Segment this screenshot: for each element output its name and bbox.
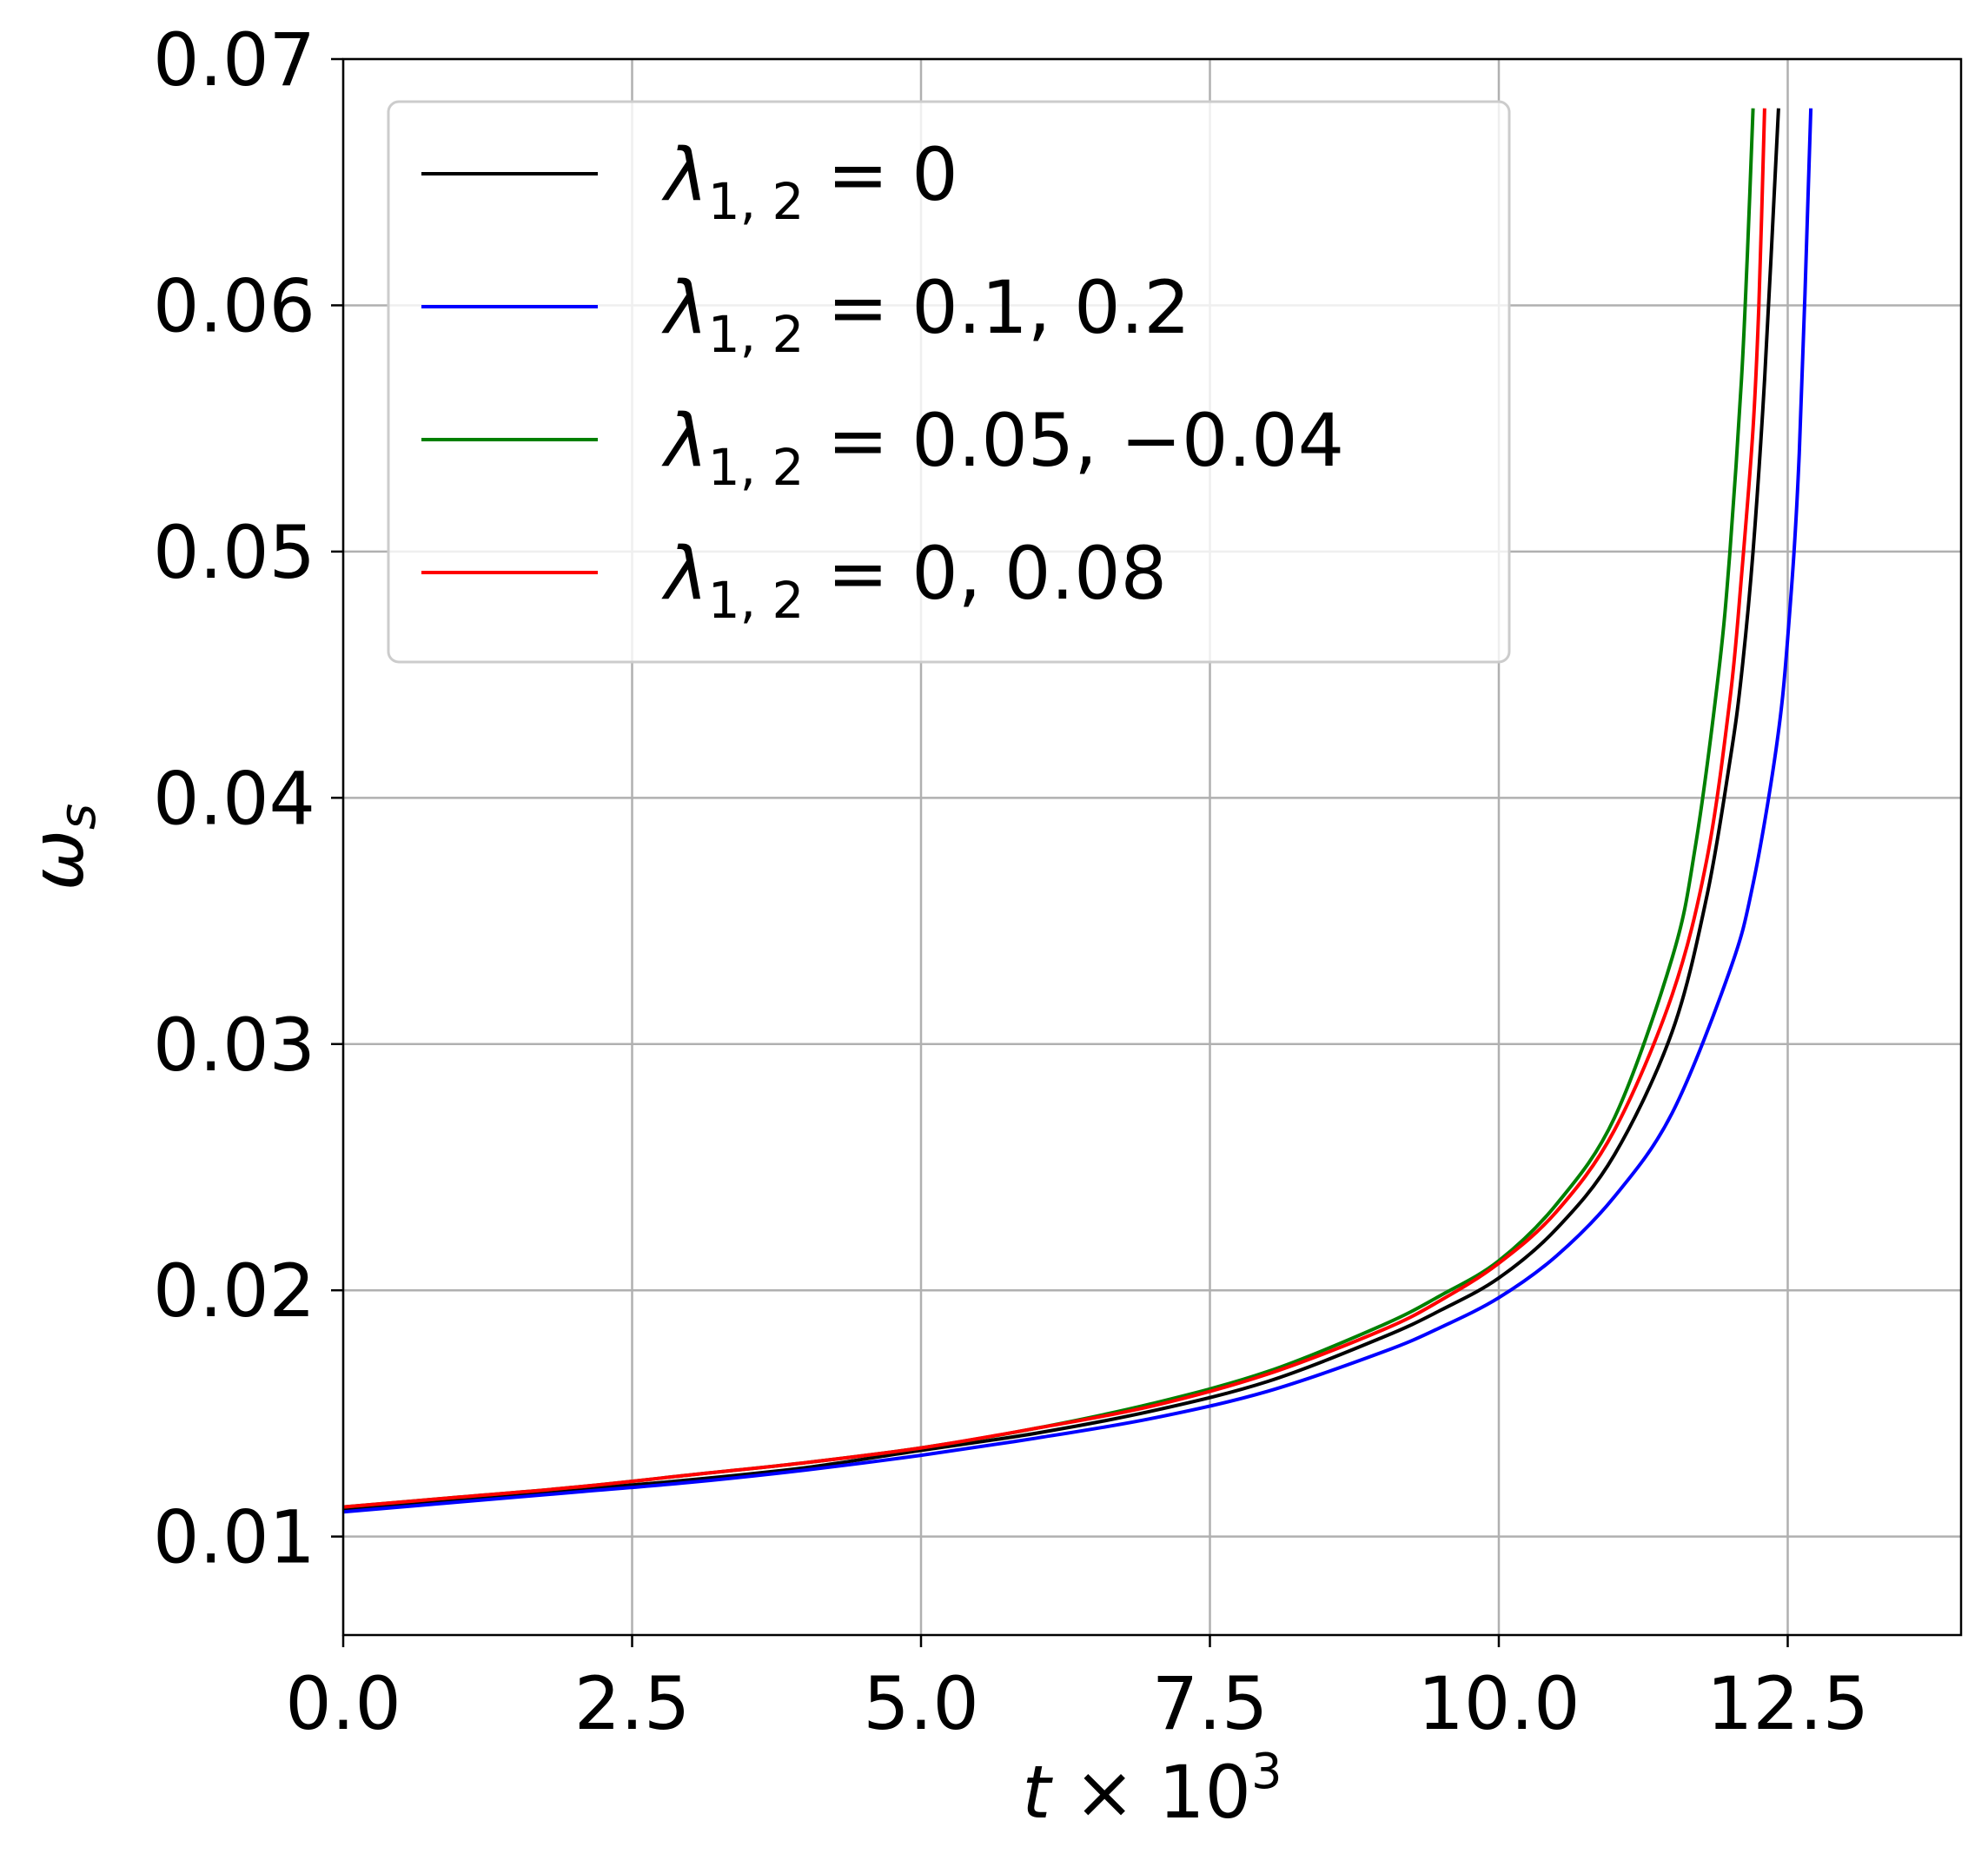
- legend-subscript: 1, 2: [708, 305, 805, 364]
- legend-symbol: λ: [661, 531, 708, 616]
- y-axis-label: ωs: [15, 804, 107, 891]
- legend-value: = 0.1, 0.2: [804, 265, 1189, 350]
- y-tick-label: 0.06: [153, 263, 315, 348]
- axis-ticks: [331, 57, 1789, 1647]
- legend-subscript: 1, 2: [708, 172, 805, 231]
- series-line-4: [342, 108, 1766, 1509]
- legend-subscript: 1, 2: [708, 571, 805, 630]
- legend-value: = 0.05, −0.04: [804, 398, 1344, 483]
- x-tick-labels: 0.0 2.5 5.0 7.5 10.0 12.5: [285, 1661, 1869, 1746]
- x-tick-label: 12.5: [1706, 1661, 1869, 1746]
- series-line-1: [342, 108, 1780, 1512]
- x-tick-label: 5.0: [863, 1661, 979, 1746]
- x-axis-label: t × 103: [1022, 1744, 1282, 1835]
- legend-subscript: 1, 2: [708, 438, 805, 497]
- legend-value: = 0: [804, 132, 958, 217]
- legend-symbol: λ: [661, 398, 708, 483]
- legend: λ1, 2 = 0λ1, 2 = 0.1, 0.2λ1, 2 = 0.05, −…: [387, 100, 1511, 664]
- x-tick-label: 7.5: [1152, 1661, 1269, 1746]
- legend-label-3: λ1, 2 = 0.05, −0.04: [661, 398, 1344, 497]
- legend-items: λ1, 2 = 0λ1, 2 = 0.1, 0.2λ1, 2 = 0.05, −…: [421, 132, 1344, 630]
- y-tick-label: 0.01: [153, 1495, 315, 1580]
- y-tick-labels: 0.01 0.02 0.03 0.04 0.05 0.06 0.07: [153, 17, 315, 1580]
- legend-symbol: λ: [661, 132, 708, 217]
- legend-box: [387, 100, 1511, 664]
- y-tick-label: 0.03: [153, 1003, 315, 1088]
- y-tick-label: 0.04: [153, 756, 315, 841]
- x-tick-label: 0.0: [285, 1661, 401, 1746]
- x-tick-label: 2.5: [574, 1661, 691, 1746]
- legend-symbol: λ: [661, 265, 708, 350]
- series-group: [342, 108, 1813, 1514]
- x-tick-label: 10.0: [1417, 1661, 1580, 1746]
- legend-label-2: λ1, 2 = 0.1, 0.2: [661, 265, 1190, 364]
- plot-frame: [341, 57, 1963, 1637]
- legend-label-1: λ1, 2 = 0: [661, 132, 958, 231]
- y-tick-label: 0.07: [153, 17, 315, 103]
- legend-label-4: λ1, 2 = 0, 0.08: [661, 531, 1167, 630]
- series-line-2: [342, 108, 1813, 1514]
- y-tick-label: 0.02: [153, 1248, 315, 1334]
- y-tick-label: 0.05: [153, 510, 315, 595]
- legend-value: = 0, 0.08: [804, 531, 1167, 616]
